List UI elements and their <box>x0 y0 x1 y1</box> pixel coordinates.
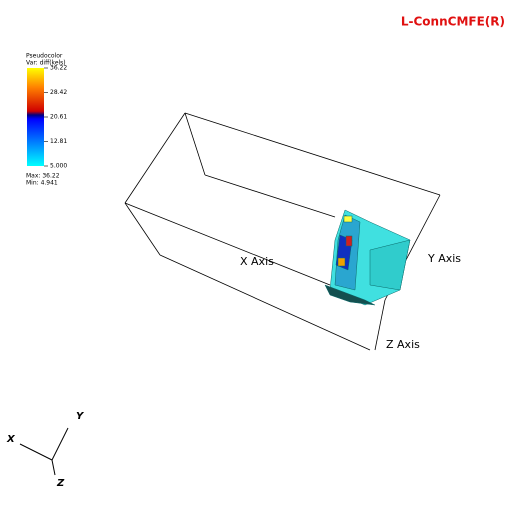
axis-triad <box>19 427 69 476</box>
legend-plot: Pseudocolor <box>26 53 63 60</box>
z-axis-title: Z Axis <box>386 338 420 351</box>
legend-max: Max: 36.22 <box>26 173 60 180</box>
color-bar <box>27 68 44 166</box>
triad-y: Y <box>76 411 85 422</box>
legend-min: Min: 4.941 <box>26 180 58 187</box>
color-bar-label: 20.61 <box>50 114 67 121</box>
surface <box>324 209 411 306</box>
color-bar-label: 5.000 <box>50 163 67 170</box>
color-bar-label: 28.42 <box>50 89 67 96</box>
color-bar-labels: 36.22 28.42 20.61 12.81 5.000 <box>44 65 67 170</box>
triad-x: X <box>6 434 16 445</box>
plot-title: L-ConnCMFE(R) <box>401 15 505 29</box>
bounding-box <box>124 112 441 351</box>
legend-variable: Var: diff(kels) <box>26 60 66 67</box>
x-axis-title: X Axis <box>240 255 274 268</box>
y-axis-title: Y Axis <box>427 252 461 265</box>
color-bar-label: 36.22 <box>50 65 67 72</box>
color-bar-label: 12.81 <box>50 138 67 145</box>
triad-z: Z <box>56 478 65 489</box>
